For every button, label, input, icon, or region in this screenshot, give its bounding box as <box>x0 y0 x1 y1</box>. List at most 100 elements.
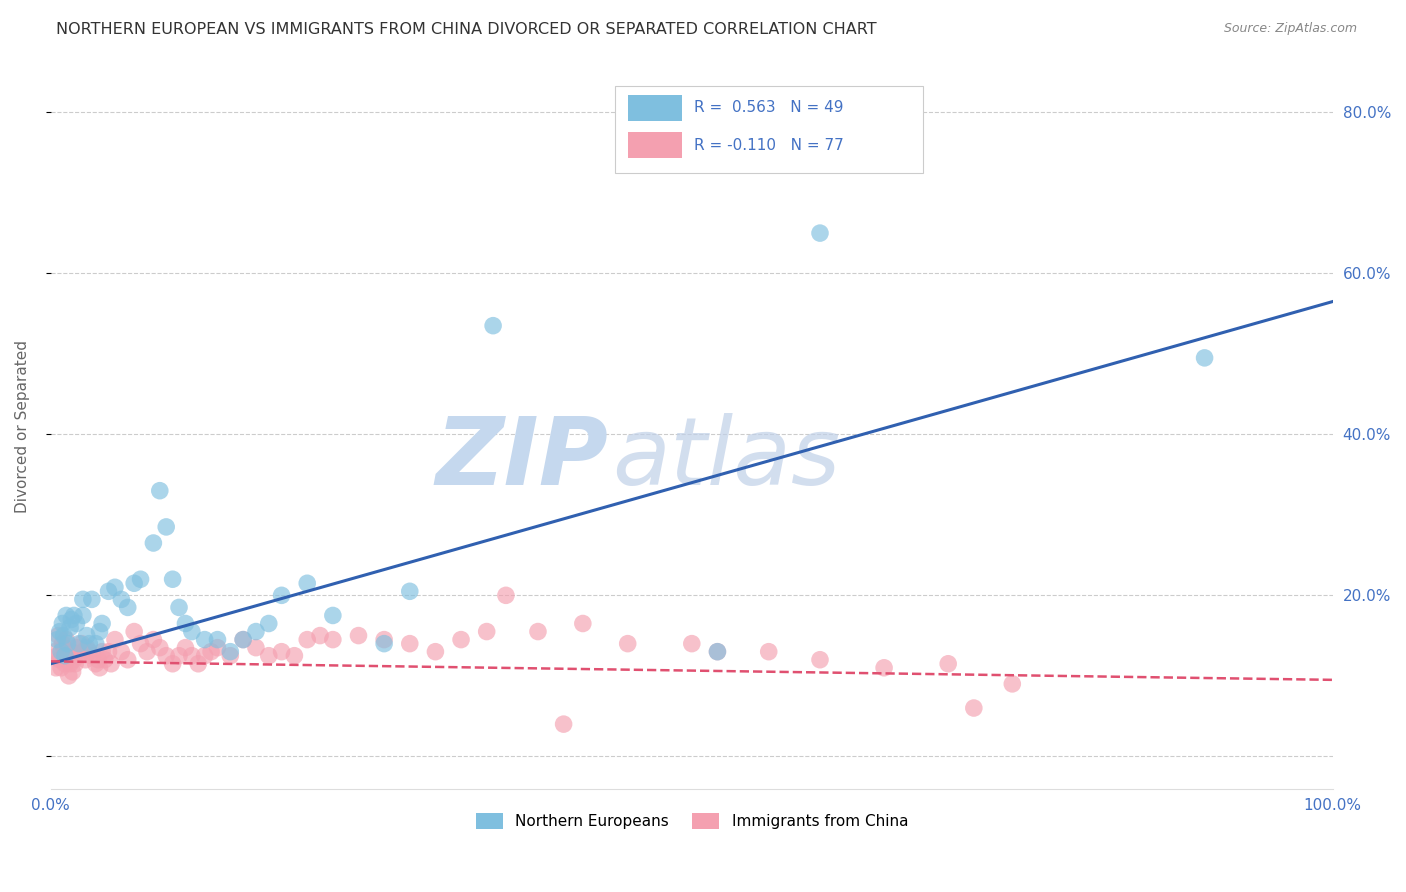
Point <box>450 632 472 647</box>
Point <box>72 592 94 607</box>
Point <box>347 629 370 643</box>
Point <box>257 616 280 631</box>
Point <box>1001 677 1024 691</box>
Point <box>681 637 703 651</box>
Point <box>162 657 184 671</box>
Point <box>104 580 127 594</box>
Point <box>373 637 395 651</box>
Point <box>758 645 780 659</box>
Point <box>59 621 82 635</box>
Point <box>104 632 127 647</box>
Point <box>706 645 728 659</box>
Point <box>194 648 217 663</box>
Point <box>93 653 115 667</box>
Text: atlas: atlas <box>613 413 841 504</box>
Point <box>398 637 420 651</box>
Point <box>373 632 395 647</box>
Point <box>63 653 86 667</box>
Point <box>53 648 76 663</box>
Point <box>49 645 72 659</box>
Point <box>59 657 82 671</box>
Point <box>219 645 242 659</box>
Point <box>53 657 76 671</box>
Point <box>48 629 70 643</box>
Point <box>297 576 319 591</box>
Point <box>808 653 831 667</box>
Point <box>180 648 202 663</box>
Point <box>67 637 90 651</box>
Point <box>142 536 165 550</box>
Point <box>55 632 77 647</box>
Point <box>180 624 202 639</box>
Point <box>808 226 831 240</box>
Point <box>245 640 267 655</box>
Point <box>117 653 139 667</box>
Legend: Northern Europeans, Immigrants from China: Northern Europeans, Immigrants from Chin… <box>470 807 914 835</box>
Point <box>110 645 132 659</box>
Point <box>97 584 120 599</box>
Point <box>75 653 97 667</box>
Text: NORTHERN EUROPEAN VS IMMIGRANTS FROM CHINA DIVORCED OR SEPARATED CORRELATION CHA: NORTHERN EUROPEAN VS IMMIGRANTS FROM CHI… <box>56 22 877 37</box>
Point <box>425 645 447 659</box>
Point <box>51 637 73 651</box>
Point <box>56 637 79 651</box>
Point <box>110 592 132 607</box>
Point <box>63 608 86 623</box>
Text: R =  0.563   N = 49: R = 0.563 N = 49 <box>695 100 844 115</box>
Point <box>70 637 93 651</box>
Text: Source: ZipAtlas.com: Source: ZipAtlas.com <box>1223 22 1357 36</box>
Point <box>129 572 152 586</box>
Point <box>79 645 101 659</box>
Point <box>475 624 498 639</box>
Point <box>65 616 87 631</box>
Point <box>46 632 69 647</box>
Point <box>84 657 107 671</box>
Point <box>283 648 305 663</box>
Point <box>52 629 75 643</box>
Point <box>219 648 242 663</box>
Point <box>58 669 80 683</box>
Text: ZIP: ZIP <box>436 413 609 505</box>
Point <box>45 661 67 675</box>
Point <box>194 632 217 647</box>
Point <box>309 629 332 643</box>
Point <box>46 648 69 663</box>
Point <box>553 717 575 731</box>
Point <box>91 616 114 631</box>
Point <box>49 624 72 639</box>
Point <box>200 645 222 659</box>
Point <box>55 608 77 623</box>
Point <box>63 657 86 671</box>
Point <box>270 588 292 602</box>
Point <box>129 637 152 651</box>
Point <box>72 645 94 659</box>
Point <box>257 648 280 663</box>
Point <box>51 616 73 631</box>
Text: R = -0.110   N = 77: R = -0.110 N = 77 <box>695 137 844 153</box>
Point <box>482 318 505 333</box>
Point <box>963 701 986 715</box>
Point <box>91 645 114 659</box>
Point <box>873 661 896 675</box>
Y-axis label: Divorced or Separated: Divorced or Separated <box>15 340 30 513</box>
Point <box>207 640 229 655</box>
Point <box>270 645 292 659</box>
Point <box>572 616 595 631</box>
FancyBboxPatch shape <box>627 132 682 158</box>
Point <box>167 648 190 663</box>
Point <box>187 657 209 671</box>
Point <box>245 624 267 639</box>
Point <box>80 592 103 607</box>
Point <box>174 640 197 655</box>
Point <box>322 632 344 647</box>
Point <box>706 645 728 659</box>
Point <box>80 648 103 663</box>
Point <box>97 645 120 659</box>
Point <box>49 653 72 667</box>
Point <box>155 520 177 534</box>
Point <box>142 632 165 647</box>
Point <box>122 624 145 639</box>
Point <box>84 637 107 651</box>
FancyBboxPatch shape <box>614 86 922 173</box>
Point <box>89 661 111 675</box>
